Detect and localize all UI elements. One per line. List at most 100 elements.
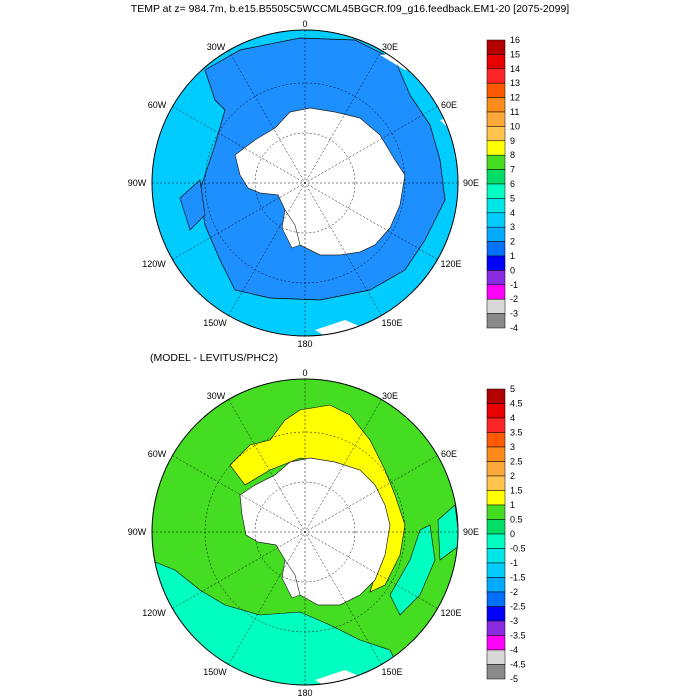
bottom-colorbar-label: 2.5 — [510, 457, 523, 467]
top-colorbar-label: 5 — [510, 193, 515, 203]
bottom-colorbar: 5 4.5 4 3.5 3 2.5 2 1.5 1 0.5 0 -0.5 -1 -1.5 -2 -2.5 -3 -… — [486, 384, 526, 684]
bottom-colorbar-swatch — [486, 432, 506, 448]
top-lon-label: 120E — [440, 259, 461, 269]
top-lon-label: 60W — [148, 100, 167, 110]
bottom-lon-label: 90E — [463, 527, 479, 537]
top-colorbar-label: 16 — [510, 35, 520, 45]
bottom-colorbar-swatch — [486, 504, 506, 520]
bottom-colorbar-label: 5 — [510, 384, 515, 394]
top-colorbar-swatch — [486, 270, 506, 286]
bottom-polar-map: 0 30E 60E 90E 120E 150E 180 150W 120W 90… — [128, 368, 526, 698]
top-colorbar-swatch — [486, 284, 506, 300]
top-colorbar-label: -2 — [510, 294, 518, 304]
bottom-panel-title: (MODEL - LEVITUS/PHC2) — [150, 352, 278, 364]
bottom-lon-label: 30W — [207, 391, 226, 401]
top-lon-label: 60E — [441, 100, 457, 110]
bottom-colorbar-swatch — [486, 461, 506, 477]
bottom-colorbar-swatch — [486, 446, 506, 462]
top-colorbar-label: 8 — [510, 150, 515, 160]
top-colorbar-label: 10 — [510, 121, 520, 131]
top-colorbar-swatch — [486, 255, 506, 271]
top-colorbar-swatch — [486, 68, 506, 84]
top-map-border — [151, 29, 459, 337]
top-lon-label: 30W — [207, 42, 226, 52]
bottom-colorbar-swatch — [486, 664, 506, 680]
top-colorbar-label: 12 — [510, 93, 520, 103]
top-inner-field-patch — [179, 179, 206, 231]
bottom-colorbar-label: 4 — [510, 413, 515, 423]
top-graticule — [152, 30, 458, 336]
top-colorbar-label: 1 — [510, 251, 515, 261]
top-colorbar-swatch — [486, 212, 506, 228]
top-lon-label: 150W — [203, 318, 227, 328]
bottom-colorbar-label: 3.5 — [510, 428, 523, 438]
top-ice-shelf — [281, 209, 301, 249]
top-colorbar-swatch — [486, 126, 506, 142]
bottom-colorbar-label: 2 — [510, 471, 515, 481]
bottom-antarctica-land — [239, 457, 391, 606]
top-colorbar-swatch — [486, 39, 506, 55]
bottom-lon-label: 180 — [297, 688, 312, 698]
bottom-lon-label: 150E — [381, 667, 402, 677]
top-lon-label: 150E — [381, 318, 402, 328]
top-lon-label: 180 — [297, 339, 312, 349]
top-colorbar-label: 0 — [510, 265, 515, 275]
bottom-cool-strip — [389, 524, 436, 616]
bottom-lon-label: 90W — [128, 527, 147, 537]
top-colorbar-swatch — [486, 183, 506, 199]
bottom-lon-label: 120E — [440, 608, 461, 618]
bottom-lon-label: 150W — [203, 667, 227, 677]
bottom-colorbar-swatch — [486, 606, 506, 622]
top-lon-label: 90E — [463, 178, 479, 188]
bottom-colorbar-swatch — [486, 562, 506, 578]
bottom-colorbar-label: -0.5 — [510, 544, 526, 554]
bottom-colorbar-label: -1 — [510, 558, 518, 568]
bottom-lon-label: 0 — [302, 368, 307, 378]
top-lon-label: 120W — [142, 259, 166, 269]
bottom-colorbar-label: 1.5 — [510, 486, 523, 496]
bottom-colorbar-swatch — [486, 475, 506, 491]
bottom-graticule — [152, 379, 458, 685]
top-colorbar-swatch — [486, 82, 506, 98]
top-colorbar-swatch — [486, 313, 506, 329]
bottom-colorbar-label: -3.5 — [510, 631, 526, 641]
bottom-colorbar-swatch — [486, 577, 506, 593]
bottom-colorbar-label: 4.5 — [510, 399, 523, 409]
top-colorbar-label: -3 — [510, 309, 518, 319]
top-longitude-labels: 0 30E 60E 90E 120E 150E 180 150W 120W 90… — [128, 19, 479, 349]
bottom-colorbar-label: -1.5 — [510, 573, 526, 583]
bottom-colorbar-label: -4 — [510, 645, 518, 655]
bottom-lon-label: 60W — [148, 449, 167, 459]
bottom-cool-patch-east — [437, 504, 458, 561]
top-colorbar-swatch — [486, 169, 506, 185]
top-colorbar-swatch — [486, 140, 506, 156]
top-lon-label: 30E — [382, 42, 398, 52]
top-colorbar-label: 7 — [510, 165, 515, 175]
top-colorbar-swatch — [486, 198, 506, 214]
top-colorbar-label: 2 — [510, 237, 515, 247]
top-panel-title: TEMP at z= 984.7m, b.e15.B5505C5WCCML45B… — [130, 3, 570, 15]
top-colorbar-label: -4 — [510, 323, 518, 333]
bottom-colorbar-label: -2 — [510, 587, 518, 597]
top-colorbar-label: 13 — [510, 78, 520, 88]
bottom-map-border — [151, 378, 459, 686]
bottom-colorbar-label: -3 — [510, 616, 518, 626]
bottom-colorbar-label: 3 — [510, 442, 515, 452]
top-colorbar-swatch — [486, 97, 506, 113]
top-colorbar-swatch — [486, 154, 506, 170]
bottom-colorbar-swatch — [486, 548, 506, 564]
top-colorbar-swatch — [486, 54, 506, 70]
bottom-colorbar-swatch — [486, 533, 506, 549]
top-colorbar-swatch — [486, 226, 506, 242]
top-lon-label: 0 — [302, 19, 307, 29]
bottom-colorbar-label: -4.5 — [510, 660, 526, 670]
bottom-colorbar-swatch — [486, 519, 506, 535]
bottom-colorbar-label: -5 — [510, 674, 518, 684]
bottom-colorbar-label: 0.5 — [510, 515, 523, 525]
top-colorbar-label: -1 — [510, 280, 518, 290]
top-colorbar-swatch — [486, 241, 506, 257]
top-colorbar-swatch — [486, 111, 506, 127]
bottom-colorbar-swatch — [486, 591, 506, 607]
